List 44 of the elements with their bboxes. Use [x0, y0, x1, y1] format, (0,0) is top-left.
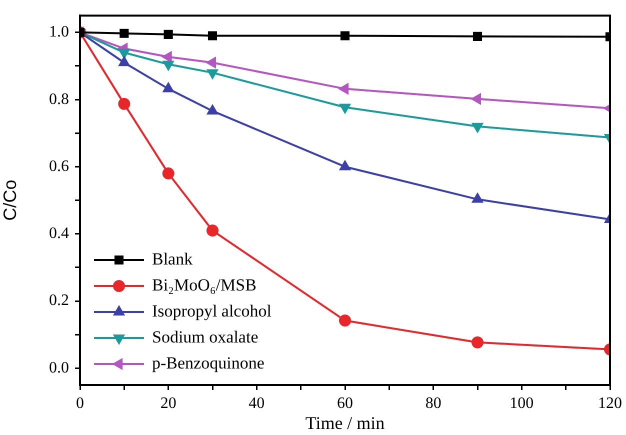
legend-label: Isopropyl alcohol	[152, 301, 272, 320]
x-tick-label: 60	[337, 394, 353, 412]
point	[162, 52, 172, 62]
point	[162, 167, 174, 180]
y-tick-label: 0.6	[49, 158, 69, 175]
x-tick-label: 100	[510, 394, 534, 412]
point	[118, 56, 130, 66]
point	[163, 60, 174, 70]
y-axis-title: C/Co	[0, 180, 20, 221]
x-tick-label: 0	[76, 394, 84, 412]
point	[340, 104, 350, 114]
point	[118, 98, 130, 110]
point	[472, 336, 484, 348]
y-tick-label: 0.2	[49, 292, 69, 310]
legend-label: p-Benzoquinone	[152, 353, 264, 372]
point	[339, 314, 351, 327]
x-tick-label: 40	[248, 394, 265, 412]
point	[472, 32, 482, 41]
point	[120, 28, 129, 38]
point	[208, 31, 218, 40]
point	[472, 94, 481, 104]
x-tick-label: 120	[598, 394, 622, 412]
y-tick-label: 1.0	[49, 24, 69, 41]
point	[206, 224, 218, 237]
point	[164, 30, 173, 39]
point	[206, 57, 216, 68]
legend-label: Bi₂MoO₆/MSB	[152, 275, 256, 294]
point	[207, 104, 218, 114]
point	[340, 31, 350, 40]
x-tick-label: 80	[425, 394, 442, 412]
x-axis-title: Time / min	[305, 412, 385, 433]
point	[339, 83, 348, 94]
point	[118, 49, 130, 59]
y-tick-label: 0.0	[49, 359, 69, 376]
legend-label: Blank	[152, 249, 194, 268]
point	[340, 160, 350, 170]
legend-label: Sodium oxalate	[152, 327, 258, 346]
point	[472, 193, 483, 203]
x-tick-label: 20	[160, 394, 176, 412]
point	[163, 82, 174, 92]
point	[472, 122, 483, 132]
y-tick-label: 0.4	[49, 225, 69, 242]
y-tick-label: 0.8	[49, 90, 69, 108]
point	[207, 69, 218, 79]
